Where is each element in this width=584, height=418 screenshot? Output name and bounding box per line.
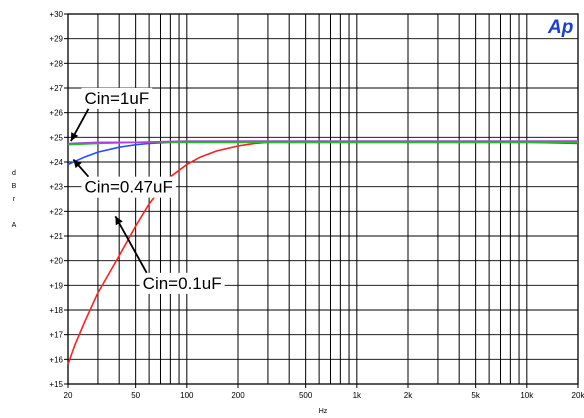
y-tick-label: +25 — [49, 133, 63, 142]
x-tick-label: 20k — [572, 391, 584, 400]
y-tick-label: +27 — [49, 84, 63, 93]
annotation-label: Cin=1uF — [84, 89, 149, 108]
x-axis-title: Hz — [319, 408, 328, 415]
y-tick-label: +19 — [49, 281, 63, 290]
series-group — [67, 140, 579, 365]
grid — [67, 13, 579, 385]
x-tick-label: 1k — [353, 391, 362, 400]
series-line-4 — [67, 140, 578, 145]
plot-frame — [67, 13, 579, 385]
x-tick-label: 2k — [404, 391, 413, 400]
annotation: Cin=1uF — [70, 87, 153, 142]
arrow-head — [73, 159, 82, 169]
arrow-head — [70, 132, 79, 142]
annotation-arrow — [114, 215, 148, 274]
x-axis: 20 50 100 200 500 1k 2k 5k 10k 20k — [64, 384, 584, 400]
annotation: Cin=0.1uF — [114, 215, 225, 294]
y-axis-title-letter: d — [12, 170, 16, 177]
annotation-bg — [81, 176, 176, 198]
y-tick-label: +30 — [49, 10, 63, 19]
annotation-label: Cin=0.1uF — [143, 274, 222, 293]
y-tick-label: +17 — [49, 331, 63, 340]
x-tick-label: 500 — [299, 391, 313, 400]
x-tick-label: 50 — [131, 391, 140, 400]
y-axis-title-letter: r — [13, 196, 16, 203]
y-tick-label: +22 — [49, 207, 63, 216]
y-axis-title-letter: B — [12, 183, 17, 190]
y-tick-label: +26 — [49, 109, 63, 118]
y-tick-label: +15 — [49, 380, 63, 389]
series-line-1 — [67, 141, 579, 365]
series-line-2 — [67, 141, 578, 166]
y-tick-label: +23 — [49, 183, 63, 192]
annotation-bg — [81, 87, 153, 109]
y-tick-label: +29 — [49, 35, 63, 44]
arrow-head — [115, 216, 123, 226]
annotation-bg — [139, 272, 225, 294]
y-tick-label: +21 — [49, 232, 63, 241]
y-tick-label: +16 — [49, 355, 63, 364]
annotation-label: Cin=0.47uF — [84, 178, 172, 197]
x-tick-label: 5k — [471, 391, 480, 400]
y-tick-label: +28 — [49, 59, 63, 68]
ap-logo: Ap — [547, 17, 573, 38]
x-tick-label: 10k — [520, 391, 534, 400]
y-axis-title: dBr A — [12, 170, 17, 229]
x-tick-label: 100 — [180, 391, 194, 400]
annotation: Cin=0.47uF — [72, 158, 176, 198]
x-tick-label: 20 — [64, 391, 73, 400]
y-tick-label: +20 — [49, 257, 63, 266]
y-tick-label: +18 — [49, 306, 63, 315]
annotations: Cin=1uF Cin=0.47uF Cin=0.1uF — [70, 87, 225, 294]
y-axis: +30 +29 +28 +27 +26 +25 +24 +23 +22 +21 +20 +19 +18 +… — [49, 10, 68, 389]
x-tick-label: 200 — [231, 391, 245, 400]
y-axis-title-letter: A — [12, 222, 17, 229]
y-tick-label: +24 — [49, 158, 63, 167]
